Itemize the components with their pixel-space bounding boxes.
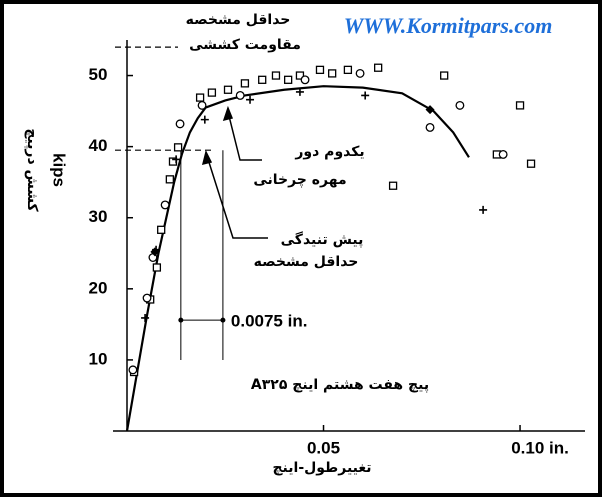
square-point bbox=[173, 143, 183, 152]
watermark: WWW.Kormitpars.com bbox=[344, 13, 553, 38]
annotation: حداقل مشخصه bbox=[254, 254, 359, 270]
square-point bbox=[328, 69, 337, 78]
plus-point bbox=[361, 91, 370, 100]
curve bbox=[125, 85, 470, 432]
x-tick-label: 0.05 bbox=[307, 438, 340, 457]
x-tick-label: 0.10 in. bbox=[511, 438, 569, 457]
annotation: پیچ هفت هشتم اینچ A۳۲۵ bbox=[251, 377, 429, 393]
circle-point bbox=[355, 68, 365, 78]
x-axis-title: تغییرطول-اینچ bbox=[272, 460, 371, 476]
y-axis-unit: kips bbox=[50, 153, 69, 187]
arrowhead bbox=[201, 149, 213, 166]
annotation: یکدوم دور bbox=[294, 144, 364, 160]
square-point bbox=[152, 263, 162, 272]
square-point bbox=[440, 71, 449, 80]
y-tick-label: 50 bbox=[89, 65, 108, 84]
square-point bbox=[388, 181, 398, 190]
measure-label: 0.0075 in. bbox=[231, 312, 308, 331]
plus-point bbox=[200, 115, 209, 124]
arrows bbox=[201, 105, 268, 239]
chart-title: حداقل مشخصه bbox=[186, 12, 291, 28]
y-tick-label: 30 bbox=[89, 207, 108, 226]
chart-title: مقاومت کششی bbox=[189, 37, 301, 53]
circle-point bbox=[455, 100, 465, 110]
circle-point bbox=[235, 91, 245, 100]
square-point bbox=[374, 63, 383, 72]
annotation: پیش تنیدگی bbox=[281, 231, 364, 248]
circle-point bbox=[425, 122, 435, 132]
plus-point bbox=[246, 95, 255, 104]
square-point bbox=[195, 93, 205, 102]
plus-point bbox=[295, 87, 304, 96]
square-point bbox=[258, 75, 267, 84]
annotation: مهره چرخانی bbox=[253, 172, 346, 188]
square-point bbox=[526, 159, 536, 168]
square-point bbox=[343, 65, 353, 75]
circle-point bbox=[142, 293, 152, 303]
y-tick-label: 20 bbox=[89, 278, 108, 297]
plus-point bbox=[141, 313, 150, 322]
square-point bbox=[315, 65, 325, 75]
circle-point bbox=[128, 365, 138, 375]
arrowhead bbox=[222, 105, 234, 122]
square-point bbox=[515, 101, 525, 110]
circle-point bbox=[160, 200, 170, 210]
square-point bbox=[157, 225, 166, 234]
diamond-point bbox=[425, 105, 435, 115]
square-point bbox=[271, 71, 281, 80]
circle-point bbox=[498, 150, 508, 159]
plus-point bbox=[172, 155, 181, 164]
diamond-point bbox=[150, 247, 160, 257]
plus-point bbox=[479, 205, 488, 214]
square-point bbox=[165, 175, 174, 184]
y-tick-label: 40 bbox=[89, 136, 108, 155]
square-point bbox=[223, 85, 233, 94]
square-point bbox=[207, 88, 217, 97]
arrow bbox=[206, 155, 268, 239]
arrow bbox=[227, 111, 262, 161]
square-point bbox=[240, 79, 250, 88]
circle-point bbox=[300, 75, 310, 85]
y-axis-title: کشش درپیچ bbox=[24, 128, 40, 212]
circle-point bbox=[175, 119, 185, 129]
circle-point bbox=[197, 100, 207, 110]
y-tick-label: 10 bbox=[89, 349, 108, 368]
square-point bbox=[295, 71, 305, 80]
square-point bbox=[283, 75, 293, 84]
